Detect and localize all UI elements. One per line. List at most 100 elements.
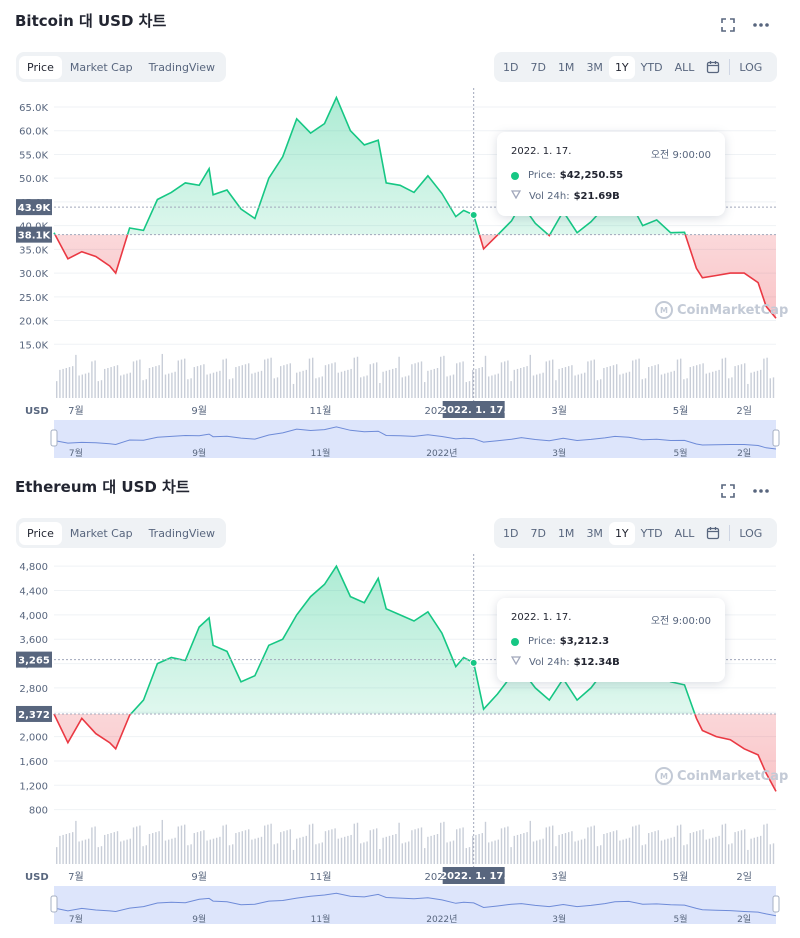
volume-bar — [433, 834, 435, 864]
volume-bar — [680, 824, 682, 864]
range-1y[interactable]: 1Y — [608, 55, 635, 79]
calendar-icon[interactable] — [700, 523, 726, 543]
volume-bar — [529, 820, 531, 864]
volume-bar — [689, 833, 691, 864]
volume-bar — [305, 369, 307, 398]
volume-bar — [500, 828, 503, 864]
volume-bar — [692, 832, 695, 864]
range-7d[interactable]: 7D — [530, 60, 546, 74]
volume-bar — [763, 358, 765, 398]
volume-bar — [708, 838, 711, 864]
volume-bar — [673, 370, 675, 398]
navigator-handle-left[interactable] — [50, 895, 58, 913]
volume-bar — [507, 826, 509, 864]
volume-bar — [337, 838, 339, 864]
fullscreen-icon[interactable] — [717, 480, 739, 502]
x-tick-label: 3월 — [551, 405, 567, 417]
navigator-handle-left[interactable] — [50, 429, 58, 447]
volume-bar — [542, 372, 544, 398]
price-chart[interactable]: 8001,2001,6002,0002,4002,8003,2003,6004,… — [0, 554, 800, 926]
volume-bar — [683, 845, 685, 864]
volume-bar — [171, 372, 173, 398]
volume-bar — [241, 831, 243, 864]
volume-bar — [344, 836, 346, 864]
volume-bar — [497, 839, 499, 864]
range-1d[interactable]: 1D — [503, 526, 519, 540]
volume-bar — [756, 836, 759, 864]
tab-market-cap[interactable]: Market Cap — [69, 526, 133, 540]
volume-bar — [200, 365, 202, 398]
volume-bar — [443, 355, 445, 398]
volume-bar — [654, 365, 656, 398]
range-1d[interactable]: 1D — [503, 60, 519, 74]
tab-tradingview[interactable]: TradingView — [148, 526, 216, 540]
volume-bar — [430, 835, 432, 864]
log-toggle[interactable]: LOG — [739, 60, 763, 74]
baseline-label: 2,372 — [18, 710, 50, 721]
volume-bar — [152, 367, 154, 398]
volume-bar — [190, 378, 192, 398]
x-tick-label: 11월 — [310, 405, 332, 417]
baseline-label-bg — [16, 705, 52, 722]
volume-bar — [107, 368, 109, 398]
volume-bar — [510, 847, 512, 864]
volume-bar — [587, 827, 589, 864]
range-ytd[interactable]: YTD — [640, 60, 663, 74]
more-icon[interactable] — [750, 480, 772, 502]
volume-bar — [104, 834, 106, 864]
volume-bar — [654, 831, 656, 864]
y-tick-label: 25.0K — [19, 293, 48, 304]
tooltip-time: 오전 9:00:00 — [650, 616, 711, 627]
navigator-handle-right[interactable] — [772, 429, 780, 447]
volume-bar — [760, 369, 762, 398]
tab-tradingview[interactable]: TradingView — [148, 60, 216, 74]
volume-bar — [292, 383, 295, 398]
tooltip-price-value: $3,212.3 — [559, 636, 610, 647]
tab-market-cap[interactable]: Market Cap — [69, 60, 133, 74]
volume-bar — [283, 831, 285, 864]
volume-bar — [196, 366, 199, 398]
range-3m[interactable]: 3M — [586, 526, 603, 540]
range-navigator[interactable]: 7월 9월 11월 2022년 3월 5월 2일 — [50, 420, 780, 459]
volume-bar — [478, 368, 480, 398]
volume-bar — [94, 360, 96, 398]
crosshair-price-label: 43.9K — [18, 203, 52, 214]
volume-bar — [632, 826, 634, 864]
volume-bar — [283, 365, 285, 398]
volume-bar — [468, 381, 471, 398]
range-1y[interactable]: 1Y — [608, 521, 635, 545]
log-toggle[interactable]: LOG — [739, 526, 763, 540]
volume-bar — [715, 370, 717, 398]
volume-bar — [120, 375, 122, 398]
baseline-label-bg — [16, 226, 52, 243]
volume-bar — [260, 370, 263, 398]
tab-price[interactable]: Price — [19, 55, 62, 79]
range-7d[interactable]: 7D — [530, 526, 546, 540]
navigator-handle-right[interactable] — [772, 895, 780, 913]
volume-bar — [248, 363, 250, 398]
range-1m[interactable]: 1M — [557, 60, 575, 74]
fullscreen-icon[interactable] — [717, 14, 739, 36]
volume-bar — [737, 365, 739, 398]
coinmarketcap-logo-icon: M — [655, 301, 673, 319]
range-all[interactable]: ALL — [674, 60, 695, 74]
range-1m[interactable]: 1M — [557, 526, 575, 540]
volume-bar — [158, 831, 160, 864]
more-icon[interactable] — [750, 14, 772, 36]
volume-bar — [308, 358, 311, 398]
price-chart[interactable]: 15.0K20.0K25.0K30.0K35.0K40.0K45.0K50.0K… — [0, 88, 800, 460]
range-3m[interactable]: 3M — [586, 60, 603, 74]
volume-bar — [561, 368, 563, 398]
range-ytd[interactable]: YTD — [640, 526, 663, 540]
volume-bar — [696, 365, 698, 398]
calendar-icon[interactable] — [700, 57, 726, 77]
tab-price[interactable]: Price — [19, 521, 62, 545]
volume-bar — [273, 844, 275, 864]
volume-bar — [564, 367, 567, 398]
volume-bar — [75, 354, 77, 398]
volume-bar — [56, 847, 58, 864]
volume-bar — [155, 366, 157, 398]
range-all[interactable]: ALL — [674, 526, 695, 540]
volume-bar — [430, 369, 432, 398]
range-navigator[interactable]: 7월 9월 11월 2022년 3월 5월 2일 — [50, 886, 780, 925]
